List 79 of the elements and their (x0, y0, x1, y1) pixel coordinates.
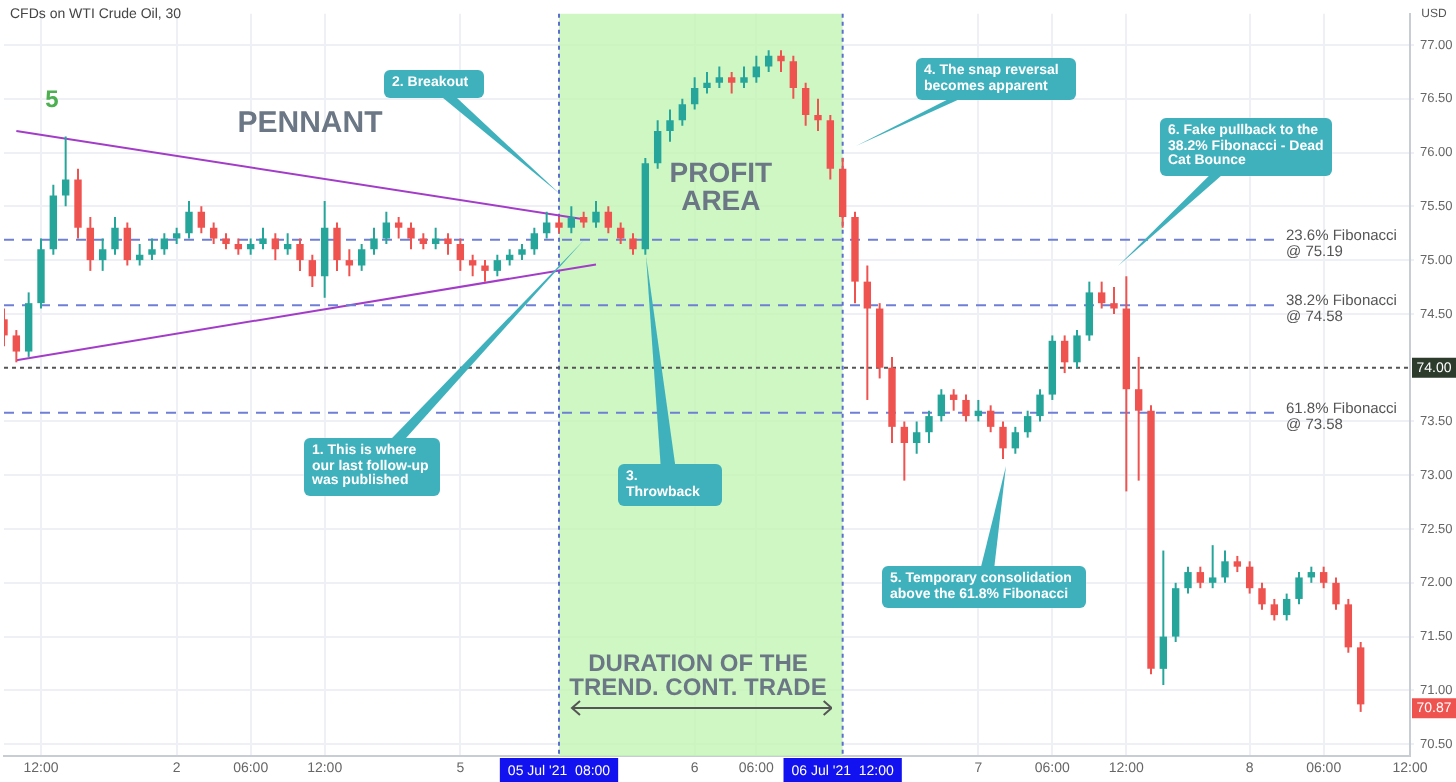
candlestick (814, 97, 822, 133)
candlestick (629, 232, 637, 256)
candlestick (1159, 549, 1168, 687)
candlestick (111, 216, 119, 256)
annotation: PENNANT (237, 106, 383, 141)
candlestick (407, 221, 415, 251)
candlestick (1023, 409, 1032, 439)
candlestick (444, 232, 452, 256)
candlestick (567, 205, 576, 235)
candlestick (394, 216, 403, 240)
candlestick (1134, 355, 1143, 482)
candlestick (666, 108, 674, 143)
candlestick (148, 237, 156, 262)
candlestick (61, 135, 70, 208)
candlestick (1011, 425, 1020, 455)
candlestick (1245, 560, 1254, 595)
candlestick (777, 49, 785, 73)
candlestick (962, 393, 970, 423)
candlestick (308, 253, 317, 289)
candlestick (703, 70, 711, 95)
candlestick (197, 205, 206, 235)
candlestick (86, 216, 95, 272)
candlestick (727, 70, 736, 95)
candlestick (357, 242, 366, 272)
annotation: DURATION OF THE TREND. CONT. TRADE (569, 648, 827, 701)
candlestick (1073, 329, 1081, 369)
candlestick (1282, 592, 1291, 622)
candlestick (1196, 565, 1205, 590)
candlestick (530, 226, 539, 256)
candlestick (925, 409, 933, 444)
candlestick (382, 210, 391, 245)
candlestick (1319, 565, 1328, 590)
candlestick (296, 237, 304, 272)
candlestick (456, 237, 465, 272)
band-label: PROFIT AREA (669, 155, 774, 216)
candlestick (259, 226, 267, 251)
candlestick (863, 264, 872, 401)
candlestick (653, 119, 662, 170)
candlestick (1295, 571, 1303, 606)
candlestick (999, 420, 1007, 461)
candlestick (1085, 280, 1094, 342)
candlestick (616, 221, 625, 245)
candlestick (12, 329, 21, 364)
candlestick (937, 388, 946, 423)
candlestick (1221, 549, 1229, 584)
candlestick (1208, 544, 1217, 590)
candlestick (801, 81, 810, 127)
candlestick (1344, 597, 1353, 654)
candlestick (209, 221, 218, 245)
candlestick (1332, 576, 1340, 611)
candlestick (789, 54, 798, 100)
candlestick (986, 404, 995, 434)
candlestick (690, 76, 699, 111)
candlestick (481, 259, 489, 283)
candlestick (468, 253, 477, 278)
candlestick (1060, 334, 1069, 375)
candlestick (678, 97, 687, 127)
candlestick (1258, 581, 1266, 611)
candlestick (1270, 597, 1279, 622)
candlestick (98, 237, 107, 272)
candlestick (1110, 286, 1118, 315)
candlestick (715, 65, 724, 90)
candlestick (1036, 388, 1044, 423)
candlestick (604, 205, 613, 235)
candlestick (1097, 280, 1106, 310)
candlestick (333, 221, 341, 272)
candlestick (764, 49, 773, 73)
candlestick (912, 420, 921, 455)
candlestick (370, 226, 378, 256)
candlestick (493, 253, 502, 278)
candlestick (123, 221, 132, 267)
candlestick (592, 199, 600, 229)
candlestick (1184, 565, 1192, 595)
candlestick (900, 420, 909, 482)
candlestick (185, 199, 193, 240)
annotation: 5 (45, 84, 60, 113)
candlestick (345, 248, 354, 278)
candlestick (740, 65, 748, 90)
candlestick (542, 210, 551, 240)
